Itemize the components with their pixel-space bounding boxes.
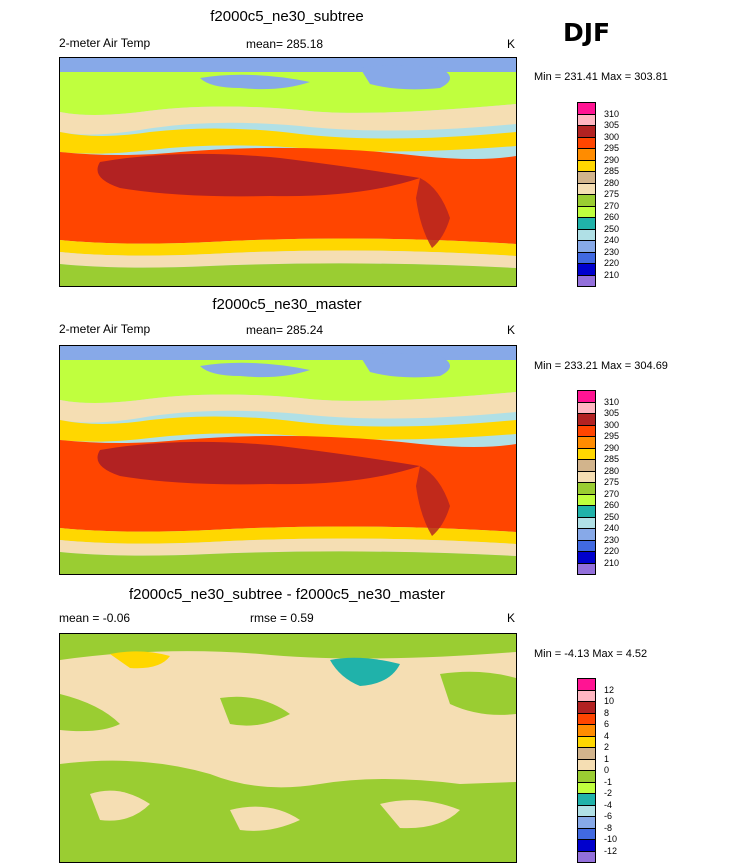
legend-label: 310 [604,396,620,407]
legend-label: -8 [604,822,613,833]
panel2-mean: mean= 285.24 [246,323,324,337]
panel2-units: K [507,323,516,337]
legend-label: -10 [604,834,618,844]
legend-label: 8 [604,707,610,718]
panel1-title: f2000c5_ne30_subtree [210,8,364,25]
panel3-contour-field [60,634,516,862]
legend-label: 230 [604,534,620,545]
legend-label: 280 [604,177,620,188]
legend-label: 250 [604,511,620,522]
legend-label: 1 [604,753,610,764]
panel2-variable: 2-meter Air Temp [59,322,151,336]
legend-swatch [577,274,596,287]
legend-label: 0 [604,765,610,775]
legend-label: 310 [604,108,620,119]
legend-label: -12 [604,845,618,856]
legend-label: 295 [604,431,620,441]
legend-label: -4 [604,799,613,810]
legend-label: -2 [604,788,613,798]
legend-swatch [577,562,596,575]
legend-label: 295 [604,143,620,153]
panel3-title: f2000c5_ne30_subtree - f2000c5_ne30_mast… [128,586,446,603]
panel1-variable: 2-meter Air Temp [59,36,151,50]
legend-swatch [577,850,596,863]
legend-label: 275 [604,189,620,199]
panel3-mean: mean = -0.06 [59,611,131,625]
legend-label: 300 [604,419,620,430]
legend-label: 220 [604,258,620,268]
legend-label: 4 [604,730,610,741]
panel1-minmax: Min = 231.41 Max = 303.81 [534,71,668,83]
legend-label: 260 [604,500,620,510]
legend-label: 280 [604,465,620,476]
legend-label: 275 [604,477,620,487]
legend-label: 12 [604,684,615,695]
panel3-rmse: rmse = 0.59 [250,611,314,625]
legend-label: 250 [604,223,620,234]
panel2-minmax: Min = 233.21 Max = 304.69 [534,360,668,372]
legend-label: 285 [604,166,620,176]
legend-label: -6 [604,811,613,821]
legend-label: 305 [604,408,620,418]
legend-label: 240 [604,523,620,533]
legend-label: 270 [604,200,620,211]
panel1-mean: mean= 285.18 [246,37,324,51]
panel1-contour-field [60,58,516,286]
legend-label: 270 [604,488,620,499]
panel3-minmax: Min = -4.13 Max = 4.52 [534,648,648,660]
legend-label: 210 [604,269,620,280]
legend-label: 210 [604,557,620,568]
legend-label: 285 [604,454,620,464]
legend-label: 220 [604,546,620,556]
legend-label: 240 [604,235,620,245]
season-label: DJF [563,18,611,47]
legend-label: 2 [604,742,610,752]
panel1-units: K [507,37,516,51]
legend-label: 260 [604,212,620,222]
panel3-units: K [507,611,516,625]
legend-label: 300 [604,131,620,142]
legend-label: -1 [604,776,613,787]
legend-label: 10 [604,696,615,706]
legend-label: 6 [604,719,610,729]
panel2-map [59,345,517,575]
legend-label: 305 [604,120,620,130]
legend-label: 290 [604,154,620,165]
panel3-map [59,633,517,863]
legend-label: 230 [604,246,620,257]
legend-label: 290 [604,442,620,453]
panel2-title: f2000c5_ne30_master [212,296,362,313]
panel2-contour-field [60,346,516,574]
panel1-map [59,57,517,287]
